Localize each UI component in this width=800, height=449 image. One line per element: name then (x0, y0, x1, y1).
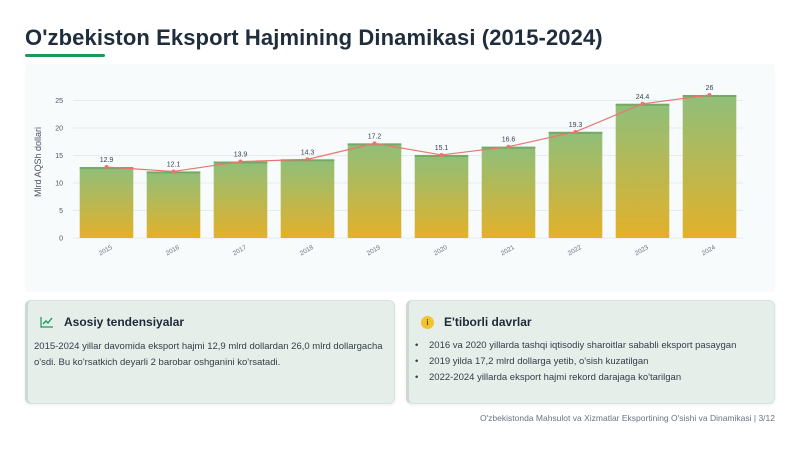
trend-point-2017 (238, 159, 243, 164)
trends-panel: Asosiy tendensiyalar 2015-2024 yillar da… (25, 300, 395, 404)
bar-2023 (615, 103, 670, 238)
notable-periods-list: 2016 va 2020 yillarda tashqi iqtisodiy s… (415, 339, 770, 387)
trend-point-2022 (573, 129, 578, 134)
bar-2017 (213, 161, 268, 238)
trends-panel-text: 2015-2024 yillar davomida eksport hajmi … (34, 341, 383, 368)
trend-point-2024 (707, 93, 712, 97)
data-label-2016: 12.1 (167, 161, 181, 168)
bar-2022 (548, 131, 603, 238)
data-label-2020: 15.1 (435, 145, 449, 152)
y-tick-label: 5 (59, 208, 63, 215)
list-item: 2016 va 2020 yillarda tashqi iqtisodiy s… (415, 339, 770, 353)
trend-point-2015 (104, 165, 109, 170)
data-label-2022: 19.3 (569, 122, 583, 129)
info-icon: i (421, 315, 434, 329)
data-label-2017: 13.9 (234, 152, 248, 159)
y-tick-label: 15 (55, 153, 63, 160)
list-item: 2022-2024 yillarda eksport hajmi rekord … (415, 371, 770, 385)
trend-point-2021 (506, 144, 511, 149)
bar-2019 (347, 143, 402, 238)
x-tick-label: 2023 (634, 244, 650, 257)
x-tick-label: 2024 (701, 244, 717, 257)
y-tick-label: 20 (55, 126, 63, 133)
footer-text: O'zbekistonda Mahsulot va Xizmatlar Eksp… (479, 413, 775, 423)
x-tick-label: 2018 (299, 244, 315, 257)
y-axis-label: Mlrd AQSh dollari (33, 127, 43, 197)
list-item: 2019 yilda 17,2 mlrd dollarga yetib, o's… (415, 355, 770, 369)
trend-line (106, 94, 710, 173)
data-label-2015: 12.9 (100, 157, 114, 164)
x-tick-label: 2020 (433, 244, 449, 257)
trend-point-2020 (439, 152, 444, 157)
notable-panel-header: i E'tiborli davrlar (421, 315, 532, 329)
trend-point-2023 (640, 101, 645, 106)
title-underline (25, 54, 105, 57)
x-tick-label: 2015 (98, 244, 114, 257)
data-label-2021: 16.6 (502, 137, 516, 144)
export-bar-chart: 0 5 10 15 20 25 12.9 2015 12.1 2016 13.9 2017 14.3 20… (33, 85, 743, 257)
page-title: O'zbekiston Eksport Hajmining Dinamikasi… (25, 25, 603, 50)
trend-point-2016 (171, 169, 176, 174)
data-label-2023: 24.4 (636, 94, 650, 101)
bar-2016 (146, 171, 201, 238)
trend-point-2019 (372, 141, 377, 146)
bar-2024 (682, 95, 737, 238)
chart-line-icon (40, 317, 53, 328)
data-label-2024: 26 (706, 85, 714, 92)
x-tick-label: 2022 (567, 244, 583, 257)
data-label-2018: 14.3 (301, 149, 315, 156)
y-tick-label: 0 (59, 236, 63, 243)
chart-card: 0 5 10 15 20 25 12.9 2015 12.1 2016 13.9 2017 14.3 20… (25, 64, 775, 292)
y-tick-label: 10 (55, 181, 63, 188)
x-tick-label: 2021 (500, 244, 516, 257)
trends-panel-title: Asosiy tendensiyalar (64, 315, 185, 329)
data-label-2019: 17.2 (368, 133, 382, 140)
trend-point-2018 (305, 157, 310, 162)
bar-2020 (414, 154, 469, 238)
notable-panel-title: E'tiborli davrlar (444, 315, 532, 329)
y-tick-label: 25 (55, 98, 63, 105)
bar-2021 (481, 146, 536, 238)
x-tick-label: 2016 (165, 244, 181, 257)
x-tick-label: 2017 (232, 244, 248, 257)
bar-2018 (280, 159, 335, 238)
bar-2015 (79, 167, 134, 238)
trends-panel-header: Asosiy tendensiyalar (40, 315, 184, 329)
x-tick-label: 2019 (366, 244, 382, 257)
notable-periods-panel: i E'tiborli davrlar 2016 va 2020 yillard… (406, 300, 775, 404)
